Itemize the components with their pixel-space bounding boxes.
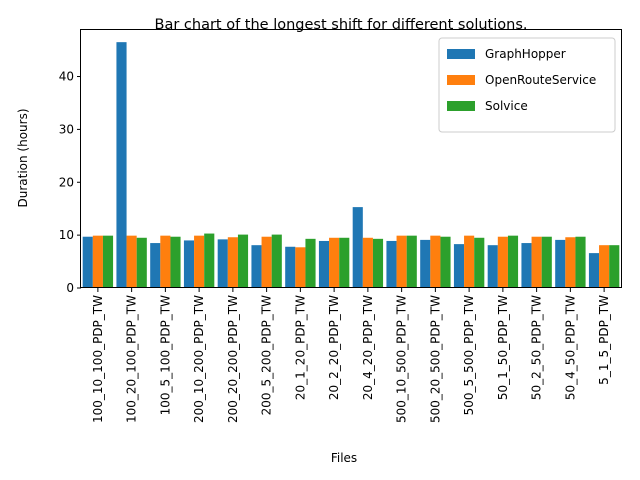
bar-openrouteservice-200_10_200_PDP_TW [194, 235, 205, 288]
bar-openrouteservice-200_5_200_PDP_TW [261, 236, 272, 288]
y-tick-label: 0 [66, 281, 74, 295]
bar-openrouteservice-50_2_50_PDP_TW [531, 236, 542, 288]
bar-solvice-200_5_200_PDP_TW [271, 234, 282, 288]
bar-openrouteservice-20_4_20_PDP_TW [362, 237, 373, 288]
bar-graphhopper-50_2_50_PDP_TW [521, 243, 532, 288]
bar-graphhopper-20_1_20_PDP_TW [285, 246, 296, 288]
bar-graphhopper-200_20_200_PDP_TW [217, 239, 228, 288]
bar-openrouteservice-50_4_50_PDP_TW [565, 237, 576, 288]
bar-solvice-50_1_50_PDP_TW [507, 235, 519, 288]
bar-solvice-500_20_500_PDP_TW [440, 236, 451, 288]
x-tick-label: 100_10_100_PDP_TW [91, 295, 105, 423]
x-tick-label: 5_1_5_PDP_TW [597, 295, 611, 385]
bar-openrouteservice-100_10_100_PDP_TW [92, 235, 103, 288]
bar-graphhopper-200_10_200_PDP_TW [183, 240, 195, 288]
bar-openrouteservice-5_1_5_PDP_TW [599, 245, 610, 288]
x-axis-label: Files [331, 451, 357, 465]
bar-openrouteservice-100_5_100_PDP_TW [160, 235, 171, 288]
x-tick-label: 50_1_50_PDP_TW [496, 295, 510, 400]
x-tick-label: 20_1_20_PDP_TW [293, 295, 307, 400]
bar-solvice-100_10_100_PDP_TW [102, 235, 114, 288]
x-tick-label: 50_4_50_PDP_TW [563, 295, 577, 400]
chart-title: Bar chart of the longest shift for diffe… [155, 17, 528, 33]
bar-solvice-200_20_200_PDP_TW [237, 234, 249, 288]
x-tick-label: 200_5_200_PDP_TW [260, 295, 274, 415]
plot-area [82, 42, 620, 288]
y-axis-label: Duration (hours) [16, 108, 30, 207]
bar-openrouteservice-50_1_50_PDP_TW [497, 236, 508, 288]
x-tick-label: 200_20_200_PDP_TW [226, 295, 240, 423]
bar-solvice-500_5_500_PDP_TW [474, 237, 485, 288]
x-tick-label: 100_5_100_PDP_TW [158, 295, 172, 415]
y-tick-label: 10 [59, 228, 74, 242]
bar-openrouteservice-20_1_20_PDP_TW [295, 247, 306, 288]
bar-openrouteservice-500_10_500_PDP_TW [396, 235, 407, 288]
bar-graphhopper-500_10_500_PDP_TW [386, 240, 397, 288]
y-tick-label: 30 [59, 122, 74, 136]
bar-graphhopper-100_5_100_PDP_TW [150, 243, 161, 288]
legend-label-openrouteservice: OpenRouteService [485, 73, 596, 87]
bar-solvice-50_2_50_PDP_TW [541, 236, 552, 288]
bar-openrouteservice-500_5_500_PDP_TW [464, 235, 475, 288]
bar-solvice-20_2_20_PDP_TW [339, 237, 350, 288]
bar-solvice-100_20_100_PDP_TW [136, 237, 147, 288]
y-tick-label: 20 [59, 175, 74, 189]
bar-solvice-20_1_20_PDP_TW [305, 238, 316, 288]
bar-openrouteservice-500_20_500_PDP_TW [430, 235, 441, 288]
axes-frame [80, 29, 622, 288]
x-tick-label: 500_5_500_PDP_TW [462, 295, 476, 415]
legend: GraphHopper OpenRouteService Solvice [438, 37, 616, 133]
bar-graphhopper-50_1_50_PDP_TW [487, 245, 498, 288]
bar-solvice-20_4_20_PDP_TW [372, 238, 384, 288]
legend-swatch-openrouteservice [447, 75, 475, 85]
x-axis-ticks: 100_10_100_PDP_TW 100_20_100_PDP_TW 100_5_… [91, 288, 611, 423]
x-tick-label: 500_20_500_PDP_TW [428, 295, 442, 423]
bar-openrouteservice-20_2_20_PDP_TW [329, 237, 340, 288]
bar-graphhopper-500_5_500_PDP_TW [453, 244, 465, 288]
y-axis-ticks: 0 10 20 30 40 [59, 70, 81, 295]
bar-graphhopper-5_1_5_PDP_TW [588, 253, 600, 288]
bar-solvice-100_5_100_PDP_TW [170, 236, 181, 288]
x-tick-label: 20_4_20_PDP_TW [361, 295, 375, 400]
legend-box [438, 37, 616, 133]
legend-label-graphhopper: GraphHopper [485, 47, 566, 61]
bar-solvice-50_4_50_PDP_TW [575, 236, 586, 288]
x-tick-label: 20_2_20_PDP_TW [327, 295, 341, 400]
bar-solvice-200_10_200_PDP_TW [204, 233, 215, 288]
legend-swatch-graphhopper [447, 49, 475, 59]
x-tick-label: 200_10_200_PDP_TW [192, 295, 206, 423]
bar-graphhopper-100_20_100_PDP_TW [116, 42, 127, 288]
bar-graphhopper-500_20_500_PDP_TW [420, 239, 431, 288]
x-tick-label: 500_10_500_PDP_TW [395, 295, 409, 423]
bar-solvice-500_10_500_PDP_TW [406, 235, 417, 288]
bar-graphhopper-200_5_200_PDP_TW [251, 245, 262, 288]
x-tick-label: 50_2_50_PDP_TW [530, 295, 544, 400]
bar-openrouteservice-200_20_200_PDP_TW [227, 237, 238, 288]
bar-graphhopper-100_10_100_PDP_TW [82, 236, 93, 288]
bar-graphhopper-20_2_20_PDP_TW [318, 240, 330, 288]
legend-label-solvice: Solvice [485, 99, 528, 113]
bar-openrouteservice-100_20_100_PDP_TW [126, 235, 137, 288]
bar-solvice-5_1_5_PDP_TW [609, 245, 620, 288]
y-tick-label: 40 [59, 70, 74, 84]
x-tick-label: 100_20_100_PDP_TW [125, 295, 139, 423]
bar-graphhopper-50_4_50_PDP_TW [555, 239, 566, 288]
legend-swatch-solvice [447, 101, 475, 111]
bar-graphhopper-20_4_20_PDP_TW [352, 207, 363, 288]
